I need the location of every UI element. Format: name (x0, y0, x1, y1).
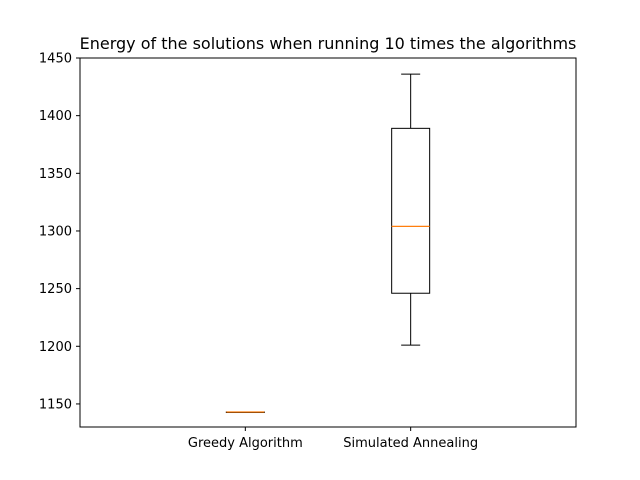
plot-frame (79, 57, 577, 428)
y-tick-label: 1400 (39, 109, 72, 124)
box-plot-series (225, 73, 431, 414)
box-item (391, 73, 431, 346)
y-tick-label: 1450 (39, 52, 72, 67)
y-axis: 1150 1200 1250 1300 1350 1400 1450 (39, 52, 80, 412)
x-axis: Greedy Algorithm Simulated Annealing (188, 427, 478, 451)
x-tick-label: Simulated Annealing (343, 436, 478, 451)
y-tick-label: 1250 (39, 282, 72, 297)
iqr-box (391, 127, 431, 294)
chart-title: Energy of the solutions when running 10 … (80, 34, 577, 53)
box-item (225, 411, 265, 414)
x-tick-label: Greedy Algorithm (188, 436, 303, 451)
y-tick-label: 1350 (39, 167, 72, 182)
y-tick-label: 1200 (39, 340, 72, 355)
y-tick-label: 1300 (39, 224, 72, 239)
y-tick-label: 1150 (39, 397, 72, 412)
